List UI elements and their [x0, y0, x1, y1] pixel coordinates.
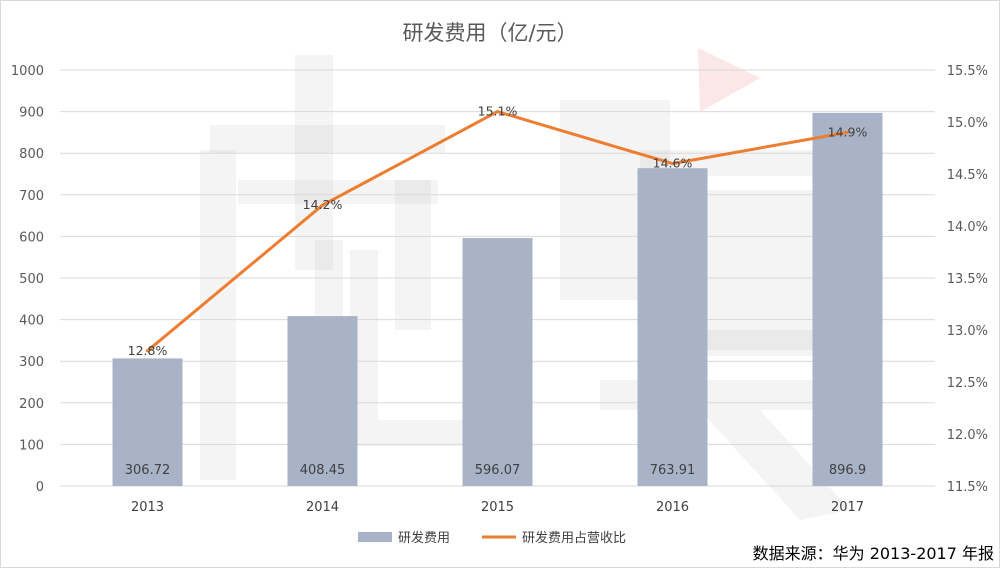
y-axis-right: 11.5% 12.0% 12.5% 13.0% 13.5% 14.0% 14.5% 15.0%…: [947, 64, 988, 495]
y-right-tick-label: 13.5%: [947, 272, 988, 287]
y-right-tick-label: 13.0%: [947, 324, 988, 339]
x-axis: 2013 2014 2015 2016 2017: [131, 500, 864, 515]
bar: [287, 316, 358, 486]
y-left-tick-label: 400: [19, 314, 44, 329]
y-right-tick-label: 12.0%: [947, 428, 988, 443]
line-data-labels: 12.8% 14.2% 15.1% 14.6% 14.9%: [128, 104, 868, 358]
legend-swatch-bar: [358, 532, 392, 542]
bar: [112, 358, 183, 486]
y-left-tick-label: 800: [19, 147, 44, 162]
y-right-tick-label: 15.0%: [947, 116, 988, 131]
x-tick-label: 2014: [306, 500, 339, 515]
line-point: [146, 349, 149, 353]
line-value-label: 15.1%: [478, 104, 518, 119]
y-right-tick-label: 14.0%: [947, 220, 988, 235]
line-value-label: 14.9%: [828, 124, 868, 139]
y-left-tick-label: 0: [36, 480, 44, 495]
y-right-tick-label: 15.5%: [947, 64, 988, 79]
y-left-tick-label: 1000: [11, 64, 44, 79]
bar-value-label: 408.45: [300, 463, 346, 478]
source-note: 数据来源：华为 2013-2017 年报: [753, 544, 994, 563]
y-left-tick-label: 700: [19, 189, 44, 204]
bar: [462, 238, 533, 486]
y-left-tick-label: 300: [19, 355, 44, 370]
line-value-label: 14.6%: [653, 156, 693, 171]
bar-value-label: 763.91: [650, 463, 696, 478]
x-tick-label: 2017: [831, 500, 864, 515]
bar-series: [112, 112, 883, 487]
line-point: [321, 203, 324, 207]
y-right-tick-label: 11.5%: [947, 480, 988, 495]
y-left-tick-label: 100: [19, 438, 44, 453]
y-right-tick-label: 12.5%: [947, 376, 988, 391]
bar: [637, 168, 708, 486]
bar-value-label: 896.9: [829, 463, 866, 478]
y-axis-left: 0 100 200 300 400 500 600 700 800 900 1000: [11, 64, 44, 495]
legend: 研发费用 研发费用占营收比: [358, 530, 626, 546]
bar-value-label: 596.07: [475, 463, 521, 478]
legend-label-line: 研发费用占营收比: [522, 530, 626, 546]
bar: [812, 112, 883, 487]
x-tick-label: 2015: [481, 500, 514, 515]
line-point: [496, 110, 499, 114]
x-tick-label: 2013: [131, 500, 164, 515]
chart-title: 研发费用（亿/元）: [402, 21, 577, 45]
line-value-label: 14.2%: [303, 197, 343, 212]
y-left-tick-label: 900: [19, 106, 44, 121]
y-left-tick-label: 200: [19, 397, 44, 412]
y-left-tick-label: 600: [19, 230, 44, 245]
y-left-tick-label: 500: [19, 272, 44, 287]
legend-label-bar: 研发费用: [398, 530, 450, 546]
line-value-label: 12.8%: [128, 343, 168, 358]
line-point: [671, 162, 674, 166]
bar-value-label: 306.72: [125, 463, 171, 478]
line-point: [846, 130, 849, 134]
y-right-tick-label: 14.5%: [947, 168, 988, 183]
x-tick-label: 2016: [656, 500, 689, 515]
bar-data-labels: 306.72 408.45 596.07 763.91 896.9: [125, 463, 866, 478]
line-series: [146, 110, 849, 353]
